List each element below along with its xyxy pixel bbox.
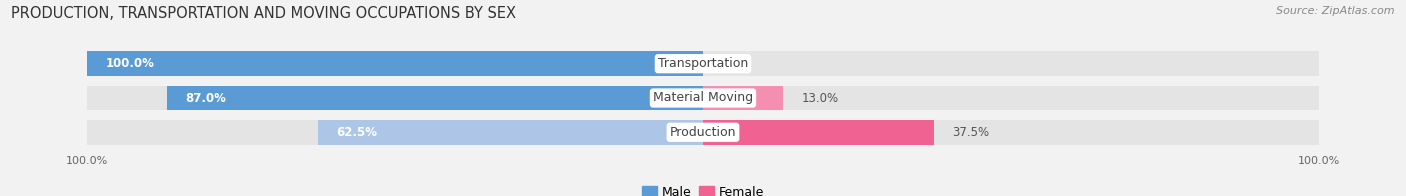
Text: 100.0%: 100.0% [105, 57, 155, 70]
Bar [167, 86, 703, 110]
Text: 37.5%: 37.5% [952, 126, 990, 139]
Legend: Male, Female: Male, Female [637, 181, 769, 196]
Text: Material Moving: Material Moving [652, 92, 754, 104]
Bar [87, 120, 1319, 145]
Text: 13.0%: 13.0% [801, 92, 838, 104]
Text: PRODUCTION, TRANSPORTATION AND MOVING OCCUPATIONS BY SEX: PRODUCTION, TRANSPORTATION AND MOVING OC… [11, 6, 516, 21]
Text: Transportation: Transportation [658, 57, 748, 70]
Text: Production: Production [669, 126, 737, 139]
Bar [87, 86, 1319, 110]
Bar [87, 51, 703, 76]
Bar [318, 120, 703, 145]
Bar [87, 51, 1319, 76]
Text: Source: ZipAtlas.com: Source: ZipAtlas.com [1277, 6, 1395, 16]
Text: 0.0%: 0.0% [721, 57, 751, 70]
Bar [703, 86, 783, 110]
Text: 62.5%: 62.5% [336, 126, 377, 139]
Text: 87.0%: 87.0% [186, 92, 226, 104]
Bar [703, 120, 934, 145]
